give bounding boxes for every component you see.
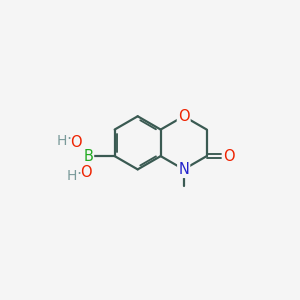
- Text: H: H: [66, 169, 77, 182]
- Text: N: N: [178, 162, 189, 177]
- Text: O: O: [70, 135, 82, 150]
- Text: B: B: [83, 148, 93, 164]
- Text: ·: ·: [66, 132, 71, 147]
- Text: O: O: [223, 148, 234, 164]
- Text: ·: ·: [76, 167, 81, 182]
- Text: H: H: [57, 134, 67, 148]
- Text: O: O: [80, 165, 92, 180]
- Text: O: O: [178, 109, 190, 124]
